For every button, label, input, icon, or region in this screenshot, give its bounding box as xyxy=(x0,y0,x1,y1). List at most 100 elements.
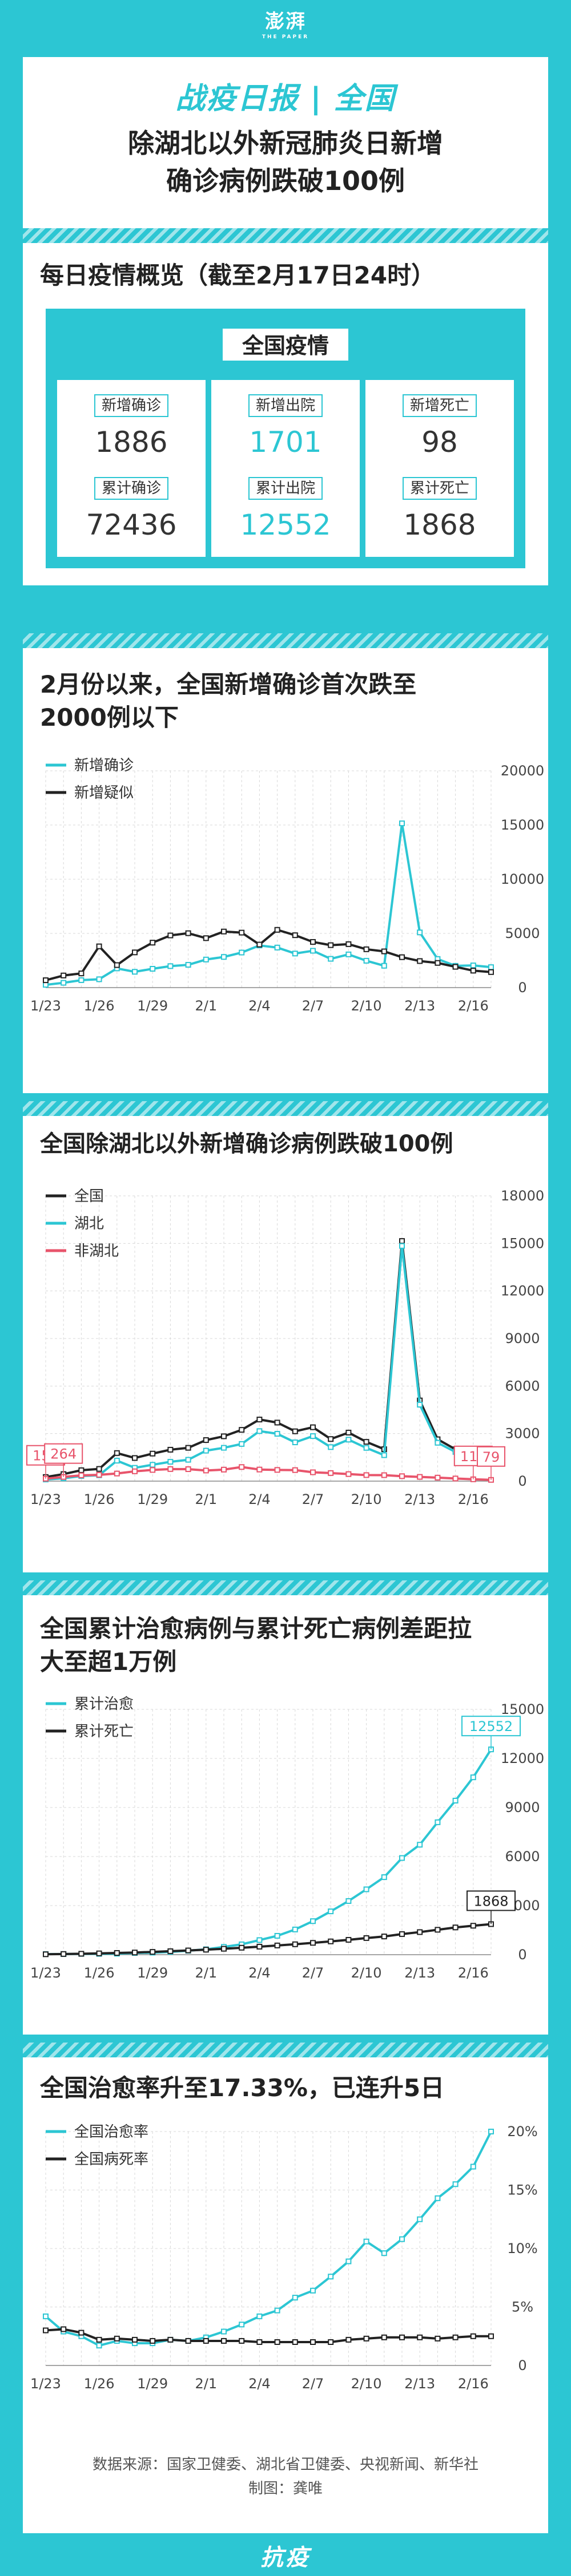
data-point xyxy=(452,1924,459,1931)
data-point xyxy=(203,1947,209,1953)
data-point xyxy=(132,1468,138,1474)
data-point xyxy=(381,1874,387,1881)
legend-label: 湖北 xyxy=(74,1215,104,1232)
y-tick-label: 15% xyxy=(507,2182,537,2198)
data-point xyxy=(239,2338,245,2344)
data-point xyxy=(345,951,352,957)
data-point xyxy=(256,1417,263,1423)
x-tick-label: 2/16 xyxy=(458,2376,489,2392)
data-point xyxy=(488,2129,494,2134)
data-point xyxy=(452,2181,459,2187)
series-line xyxy=(45,2131,492,2347)
data-point xyxy=(274,1431,280,1437)
x-tick-label: 1/29 xyxy=(137,998,168,1014)
y-tick-label: 20% xyxy=(507,2124,537,2140)
data-point xyxy=(292,1467,298,1473)
data-point xyxy=(345,1437,352,1443)
data-point xyxy=(256,1466,263,1473)
data-point xyxy=(345,1936,352,1943)
data-point xyxy=(435,1439,441,1446)
data-point xyxy=(310,1424,316,1430)
data-point xyxy=(167,1948,174,1954)
x-tick-label: 2/13 xyxy=(404,2376,435,2392)
data-point xyxy=(150,940,156,946)
data-point xyxy=(239,949,245,956)
data-point xyxy=(43,1951,49,1958)
data-point xyxy=(61,980,67,986)
data-point xyxy=(292,1439,298,1446)
x-tick-label: 2/4 xyxy=(248,1965,271,1981)
data-point xyxy=(132,1950,138,1956)
data-point xyxy=(274,944,280,951)
data-point xyxy=(452,1475,459,1482)
chart-new-confirmed: 0 5000 10000 15000 20000 1/23 1/26 1/29 2/1 2/4 2/… xyxy=(30,757,544,1014)
data-point xyxy=(292,1926,298,1932)
data-point xyxy=(292,2339,298,2345)
data-point xyxy=(417,1842,423,1848)
y-tick-label: 6000 xyxy=(505,1849,540,1865)
data-point xyxy=(274,927,280,933)
data-point xyxy=(345,2258,352,2264)
data-point xyxy=(328,2339,334,2345)
data-point xyxy=(96,2336,102,2343)
data-point xyxy=(96,1471,102,1478)
data-point xyxy=(488,969,494,975)
stat-tag: 累计出院 xyxy=(248,477,323,500)
data-point xyxy=(203,1437,209,1443)
x-tick-label: 2/10 xyxy=(351,1965,382,1981)
stat-value: 1868 xyxy=(403,508,476,541)
data-point xyxy=(310,1469,316,1475)
chart-title: 2月份以来，全国新增确诊首次跌至2000例以下 xyxy=(40,670,417,731)
x-tick-label: 1/23 xyxy=(30,2376,61,2392)
legend-label: 全国治愈率 xyxy=(74,2124,148,2141)
stat-value: 98 xyxy=(421,426,458,459)
stat-value: 1886 xyxy=(95,426,168,459)
data-point xyxy=(381,2250,387,2256)
stat-value: 12552 xyxy=(240,508,331,541)
data-point xyxy=(185,2338,191,2344)
data-point xyxy=(274,1467,280,1473)
data-point xyxy=(363,957,369,964)
y-tick-label: 10% xyxy=(507,2241,537,2256)
data-point xyxy=(417,2216,423,2222)
legend-label: 非湖北 xyxy=(74,1243,119,1260)
data-point xyxy=(310,2287,316,2294)
annotation-label: 1868 xyxy=(473,1893,508,1909)
data-point xyxy=(256,2339,263,2345)
data-point xyxy=(150,1949,156,1955)
series-line xyxy=(45,1749,492,1956)
data-point xyxy=(96,1466,102,1472)
data-point xyxy=(399,1238,405,1244)
x-tick-label: 1/26 xyxy=(84,998,115,1014)
legend-label: 累计治愈 xyxy=(74,1696,134,1713)
chart-title: 全国除湖北以外新增确诊病例跌破100例 xyxy=(40,1131,453,1157)
data-point xyxy=(203,956,209,963)
data-point xyxy=(78,1467,85,1473)
y-tick-label: 0 xyxy=(518,1947,526,1963)
data-point xyxy=(239,1441,245,1447)
data-point xyxy=(239,1427,245,1433)
annotation-label: 264 xyxy=(50,1446,77,1462)
data-point xyxy=(470,2333,476,2339)
data-point xyxy=(470,1774,476,1781)
data-point xyxy=(167,963,174,969)
legend-label: 新增确诊 xyxy=(74,757,134,774)
x-tick-label: 2/16 xyxy=(458,1491,489,1507)
data-point xyxy=(256,1428,263,1434)
data-point xyxy=(78,2330,85,2336)
data-point xyxy=(470,968,476,974)
data-point xyxy=(399,1243,405,1249)
data-point xyxy=(61,972,67,978)
data-point xyxy=(61,1951,67,1957)
data-point xyxy=(470,2163,476,2170)
header-card: 战疫日报 | 全国 除湖北以外新冠肺炎日新增 确诊病例跌破100例 xyxy=(23,57,548,228)
data-point xyxy=(221,2328,227,2335)
data-point xyxy=(114,1450,120,1456)
y-tick-label: 9000 xyxy=(505,1799,540,1815)
data-point xyxy=(167,1466,174,1472)
overview-title: 每日疫情概览（截至2月17日24时） xyxy=(40,261,436,289)
series-line xyxy=(45,1923,492,1956)
data-point xyxy=(221,1433,227,1439)
x-tick-label: 2/10 xyxy=(351,998,382,1014)
